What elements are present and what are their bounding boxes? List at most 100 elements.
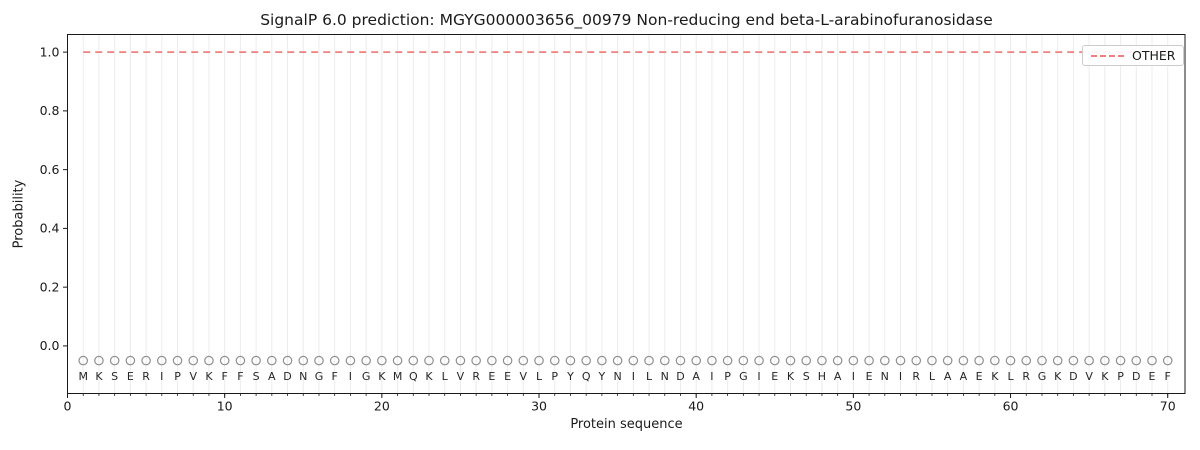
residue-marker	[549, 355, 560, 366]
residue-letter: Q	[409, 370, 418, 383]
y-axis-label: Probability	[11, 179, 27, 249]
residue-marker	[864, 355, 874, 366]
residue-marker	[990, 355, 1000, 366]
residue-marker	[188, 355, 199, 366]
residue-marker	[157, 355, 167, 366]
other-dashed-line-icon	[1091, 54, 1124, 57]
legend-label-other: OTHER	[1132, 48, 1176, 63]
residue-marker	[267, 355, 277, 366]
residue-marker	[471, 355, 481, 366]
x-tick-label: 60	[1003, 399, 1019, 414]
residue-letter: H	[818, 370, 826, 383]
residue-marker	[879, 355, 890, 366]
residue-marker	[439, 355, 450, 366]
residue-marker	[895, 355, 906, 366]
residue-letter: I	[899, 370, 902, 383]
residue-letter: P	[551, 370, 558, 383]
x-axis-label: Protein sequence	[570, 417, 683, 432]
residue-marker	[1021, 355, 1032, 366]
residue-marker	[94, 355, 104, 366]
residue-marker	[408, 355, 419, 366]
residue-letter: L	[1007, 370, 1014, 383]
residue-letter: L	[536, 370, 543, 383]
x-tick-label: 20	[374, 399, 390, 414]
residue-marker	[345, 355, 356, 366]
residue-letter: N	[661, 370, 669, 383]
residue-marker	[314, 355, 324, 366]
residue-marker	[707, 355, 717, 366]
residue-marker	[565, 355, 576, 366]
residue-letter: S	[253, 370, 260, 383]
residue-marker	[109, 355, 120, 366]
residue-letter: V	[520, 370, 528, 383]
residue-letter: V	[1085, 370, 1093, 383]
residue-marker	[1162, 355, 1173, 366]
y-tick-label: 1.0	[40, 44, 60, 59]
residue-letter: D	[283, 370, 291, 383]
x-tick-label: 50	[845, 399, 861, 414]
y-tick-label: 0.0	[40, 338, 60, 353]
residue-marker	[392, 355, 403, 366]
residue-letter: R	[912, 370, 920, 383]
residue-letter: S	[803, 370, 810, 383]
residue-marker	[974, 355, 984, 366]
residue-letter: P	[174, 370, 181, 383]
residue-marker	[78, 355, 89, 366]
residue-letter: A	[834, 370, 842, 383]
residue-letter: E	[127, 370, 134, 383]
residue-marker	[282, 355, 293, 366]
residue-letter: V	[457, 370, 465, 383]
residue-marker	[801, 355, 812, 366]
y-tick-label: 0.8	[40, 103, 60, 118]
residue-letter: K	[787, 370, 795, 383]
residue-letter: M	[393, 370, 403, 383]
residue-marker	[675, 355, 686, 366]
x-tick-label: 40	[688, 399, 704, 414]
x-tick-label: 0	[64, 399, 72, 414]
residue-marker	[644, 355, 654, 366]
residue-marker	[785, 355, 796, 366]
residue-letter: E	[1149, 370, 1156, 383]
chart-title: SignalP 6.0 prediction: MGYG000003656_00…	[260, 11, 993, 29]
residue-letter: P	[724, 370, 731, 383]
residue-letter: A	[944, 370, 952, 383]
residue-marker	[251, 355, 261, 366]
residue-letter: L	[929, 370, 936, 383]
x-tick-label: 70	[1160, 399, 1176, 414]
residue-letter: S	[111, 370, 118, 383]
residue-marker	[958, 355, 969, 366]
residue-letter: E	[866, 370, 873, 383]
residue-marker	[125, 355, 136, 366]
residue-letter: A	[268, 370, 276, 383]
residue-letter: K	[991, 370, 999, 383]
residue-letter: K	[425, 370, 433, 383]
residue-marker	[518, 355, 529, 366]
residue-marker	[1005, 355, 1016, 366]
residue-marker	[1084, 355, 1094, 366]
residue-marker	[832, 355, 843, 366]
residue-letter: K	[1101, 370, 1109, 383]
residue-letter: R	[1022, 370, 1030, 383]
residue-letter: L	[442, 370, 449, 383]
residue-marker	[1115, 355, 1126, 366]
residue-marker	[722, 355, 733, 366]
residue-letter: A	[960, 370, 968, 383]
residue-marker	[502, 355, 513, 366]
residue-marker	[141, 355, 151, 366]
residue-marker	[377, 355, 387, 366]
residue-marker	[597, 355, 607, 366]
residue-letter: K	[205, 370, 213, 383]
residue-letter: I	[710, 370, 713, 383]
residue-letter: F	[237, 370, 243, 383]
residue-marker	[581, 355, 591, 366]
residue-letter: M	[78, 370, 88, 383]
residue-marker	[612, 355, 623, 366]
residue-letter: E	[976, 370, 983, 383]
residue-letter: E	[488, 370, 495, 383]
residue-marker	[1037, 355, 1047, 366]
residue-marker	[1100, 355, 1110, 366]
y-tick-label: 0.4	[40, 221, 60, 236]
residue-marker	[172, 355, 183, 366]
residue-marker	[487, 355, 497, 366]
